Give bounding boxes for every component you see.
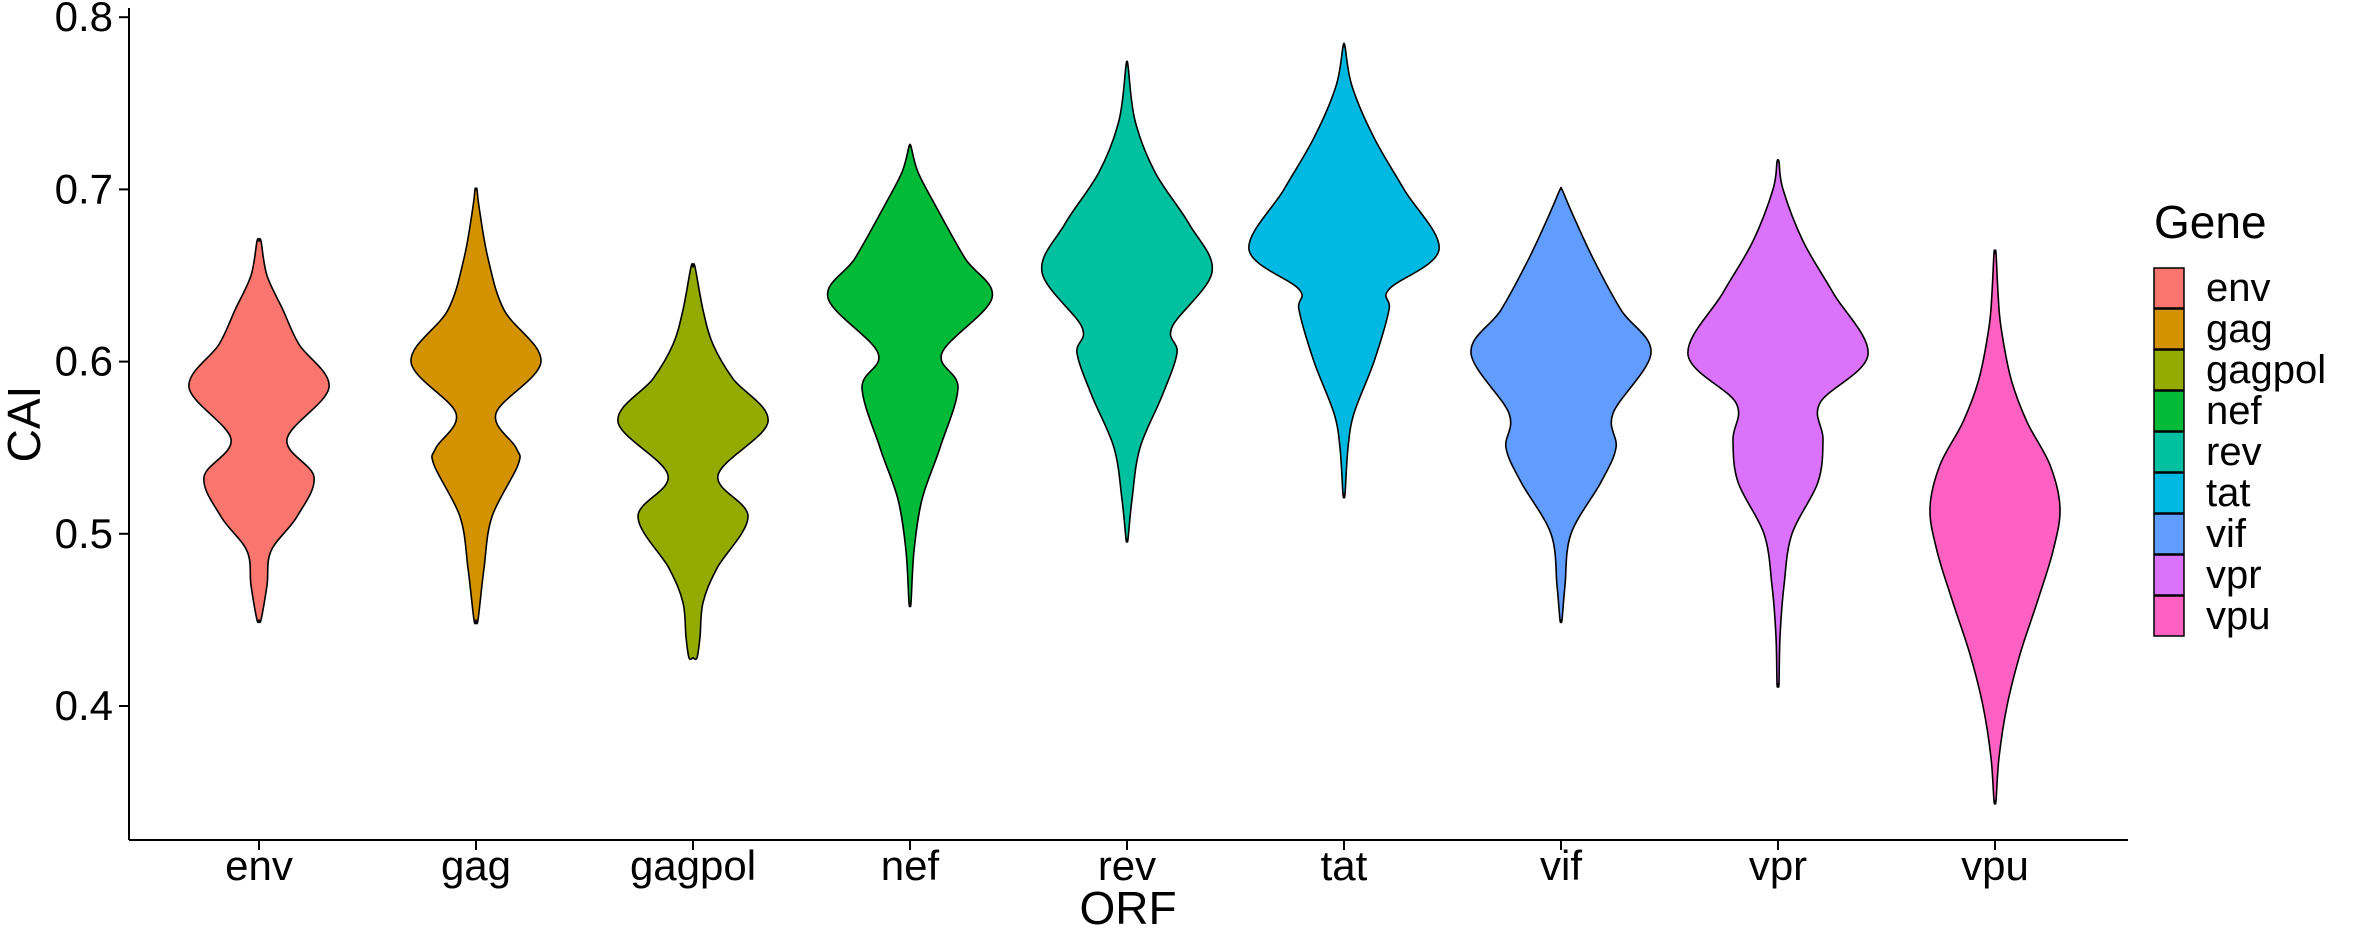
legend-label-env: env <box>2206 266 2271 310</box>
y-tick-label: 0.6 <box>55 338 113 385</box>
legend-label-rev: rev <box>2206 430 2262 474</box>
y-tick-label: 0.5 <box>55 510 113 557</box>
y-tick-label: 0.7 <box>55 165 113 212</box>
y-axis-title: CAI <box>0 386 50 463</box>
legend-swatch-vif <box>2153 513 2185 555</box>
legend-label-vif: vif <box>2206 512 2247 556</box>
legend-swatch-env <box>2153 267 2185 309</box>
x-tick-label: env <box>225 842 293 889</box>
x-tick-label: nef <box>881 842 940 889</box>
y-axis-ticks: 0.4 0.5 0.6 0.7 0.8 <box>55 0 129 729</box>
violin-env <box>188 237 330 624</box>
violin-rev <box>1040 60 1214 543</box>
legend-swatch-vpr <box>2153 554 2185 596</box>
x-tick-label: gag <box>441 842 511 889</box>
legend-label-nef: nef <box>2206 389 2262 433</box>
legend-label-gagpol: gagpol <box>2206 348 2326 392</box>
x-axis-title: ORF <box>1079 882 1176 934</box>
x-tick-label: vpr <box>1749 842 1807 889</box>
legend-swatch-gag <box>2153 308 2185 350</box>
legend-label-vpr: vpr <box>2206 553 2262 597</box>
legend-label-vpu: vpu <box>2206 594 2271 638</box>
x-tick-label: gagpol <box>630 842 756 889</box>
legend-label-gag: gag <box>2206 307 2273 351</box>
violin-gagpol <box>617 262 769 661</box>
y-tick-label: 0.8 <box>55 0 113 40</box>
legend-swatch-gagpol <box>2153 349 2185 391</box>
y-tick-label: 0.4 <box>55 682 113 729</box>
legend-swatch-tat <box>2153 472 2185 514</box>
legend-title: Gene <box>2154 196 2267 248</box>
x-tick-label: tat <box>1321 842 1368 889</box>
violin-vif <box>1470 186 1652 624</box>
plot-panel <box>188 42 2061 805</box>
x-tick-label: vif <box>1540 842 1582 889</box>
x-tick-label: vpu <box>1961 842 2029 889</box>
legend-swatch-nef <box>2153 390 2185 432</box>
violin-vpu <box>1929 249 2061 805</box>
violin-nef <box>826 143 994 608</box>
legend-label-tat: tat <box>2206 471 2250 515</box>
violin-vpr <box>1687 159 1869 688</box>
legend-swatch-vpu <box>2153 595 2185 637</box>
x-axis-ticks: env gag gagpol nef rev tat vif vpr vpu <box>225 840 2029 889</box>
violin-gag <box>410 187 542 625</box>
violin-tat <box>1248 42 1440 499</box>
x-tick-label: rev <box>1098 842 1156 889</box>
legend-swatch-rev <box>2153 431 2185 473</box>
